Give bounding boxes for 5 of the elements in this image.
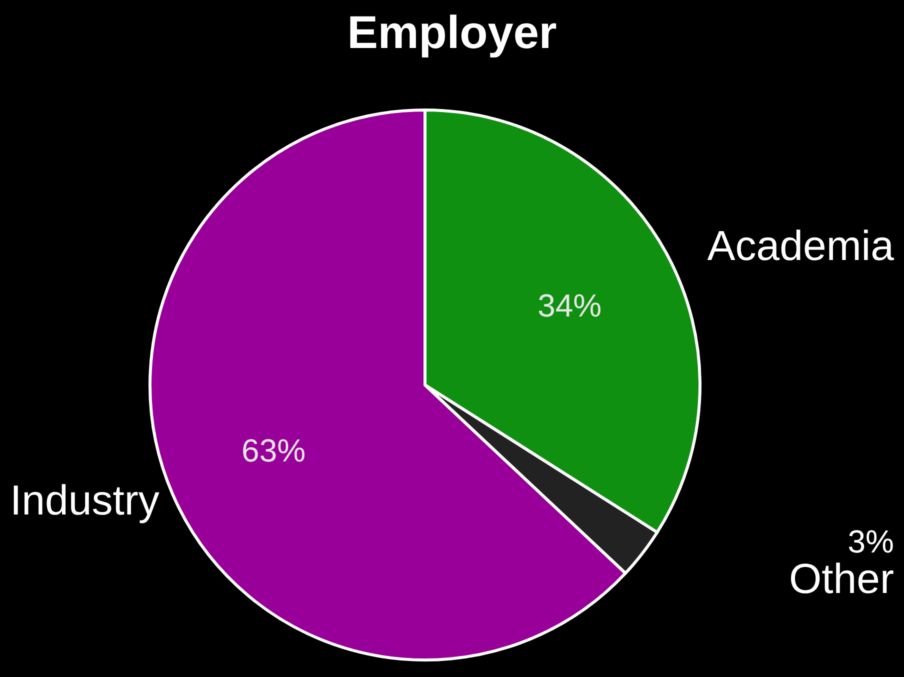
slice-label: Industry (10, 476, 160, 524)
data-label: 34% (538, 288, 602, 324)
data-label: 63% (242, 432, 306, 469)
slice-label: Academia (707, 222, 895, 269)
chart-title: Employer (347, 6, 557, 58)
